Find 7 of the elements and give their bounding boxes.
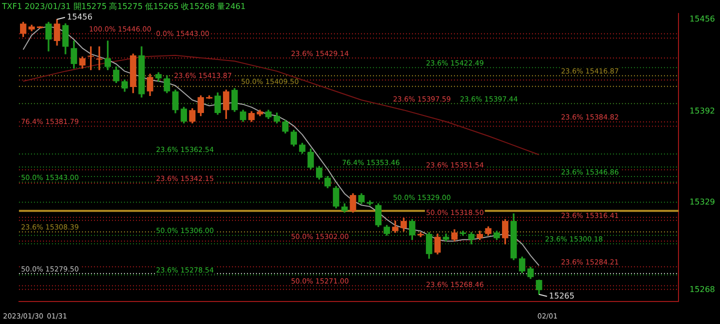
y-tick-label: 15456 [690,14,716,24]
annotation: 15265 [549,291,574,300]
annotation: 15456 [67,12,92,22]
y-tick-label: 15329 [690,197,716,206]
y-tick-label: 15392 [690,106,716,116]
y-tick-label: 15268 [690,285,716,294]
chart-subtitle: TXF1 2023/01/31 開15275 高15275 低15265 收15268 量2461 [1,2,246,11]
